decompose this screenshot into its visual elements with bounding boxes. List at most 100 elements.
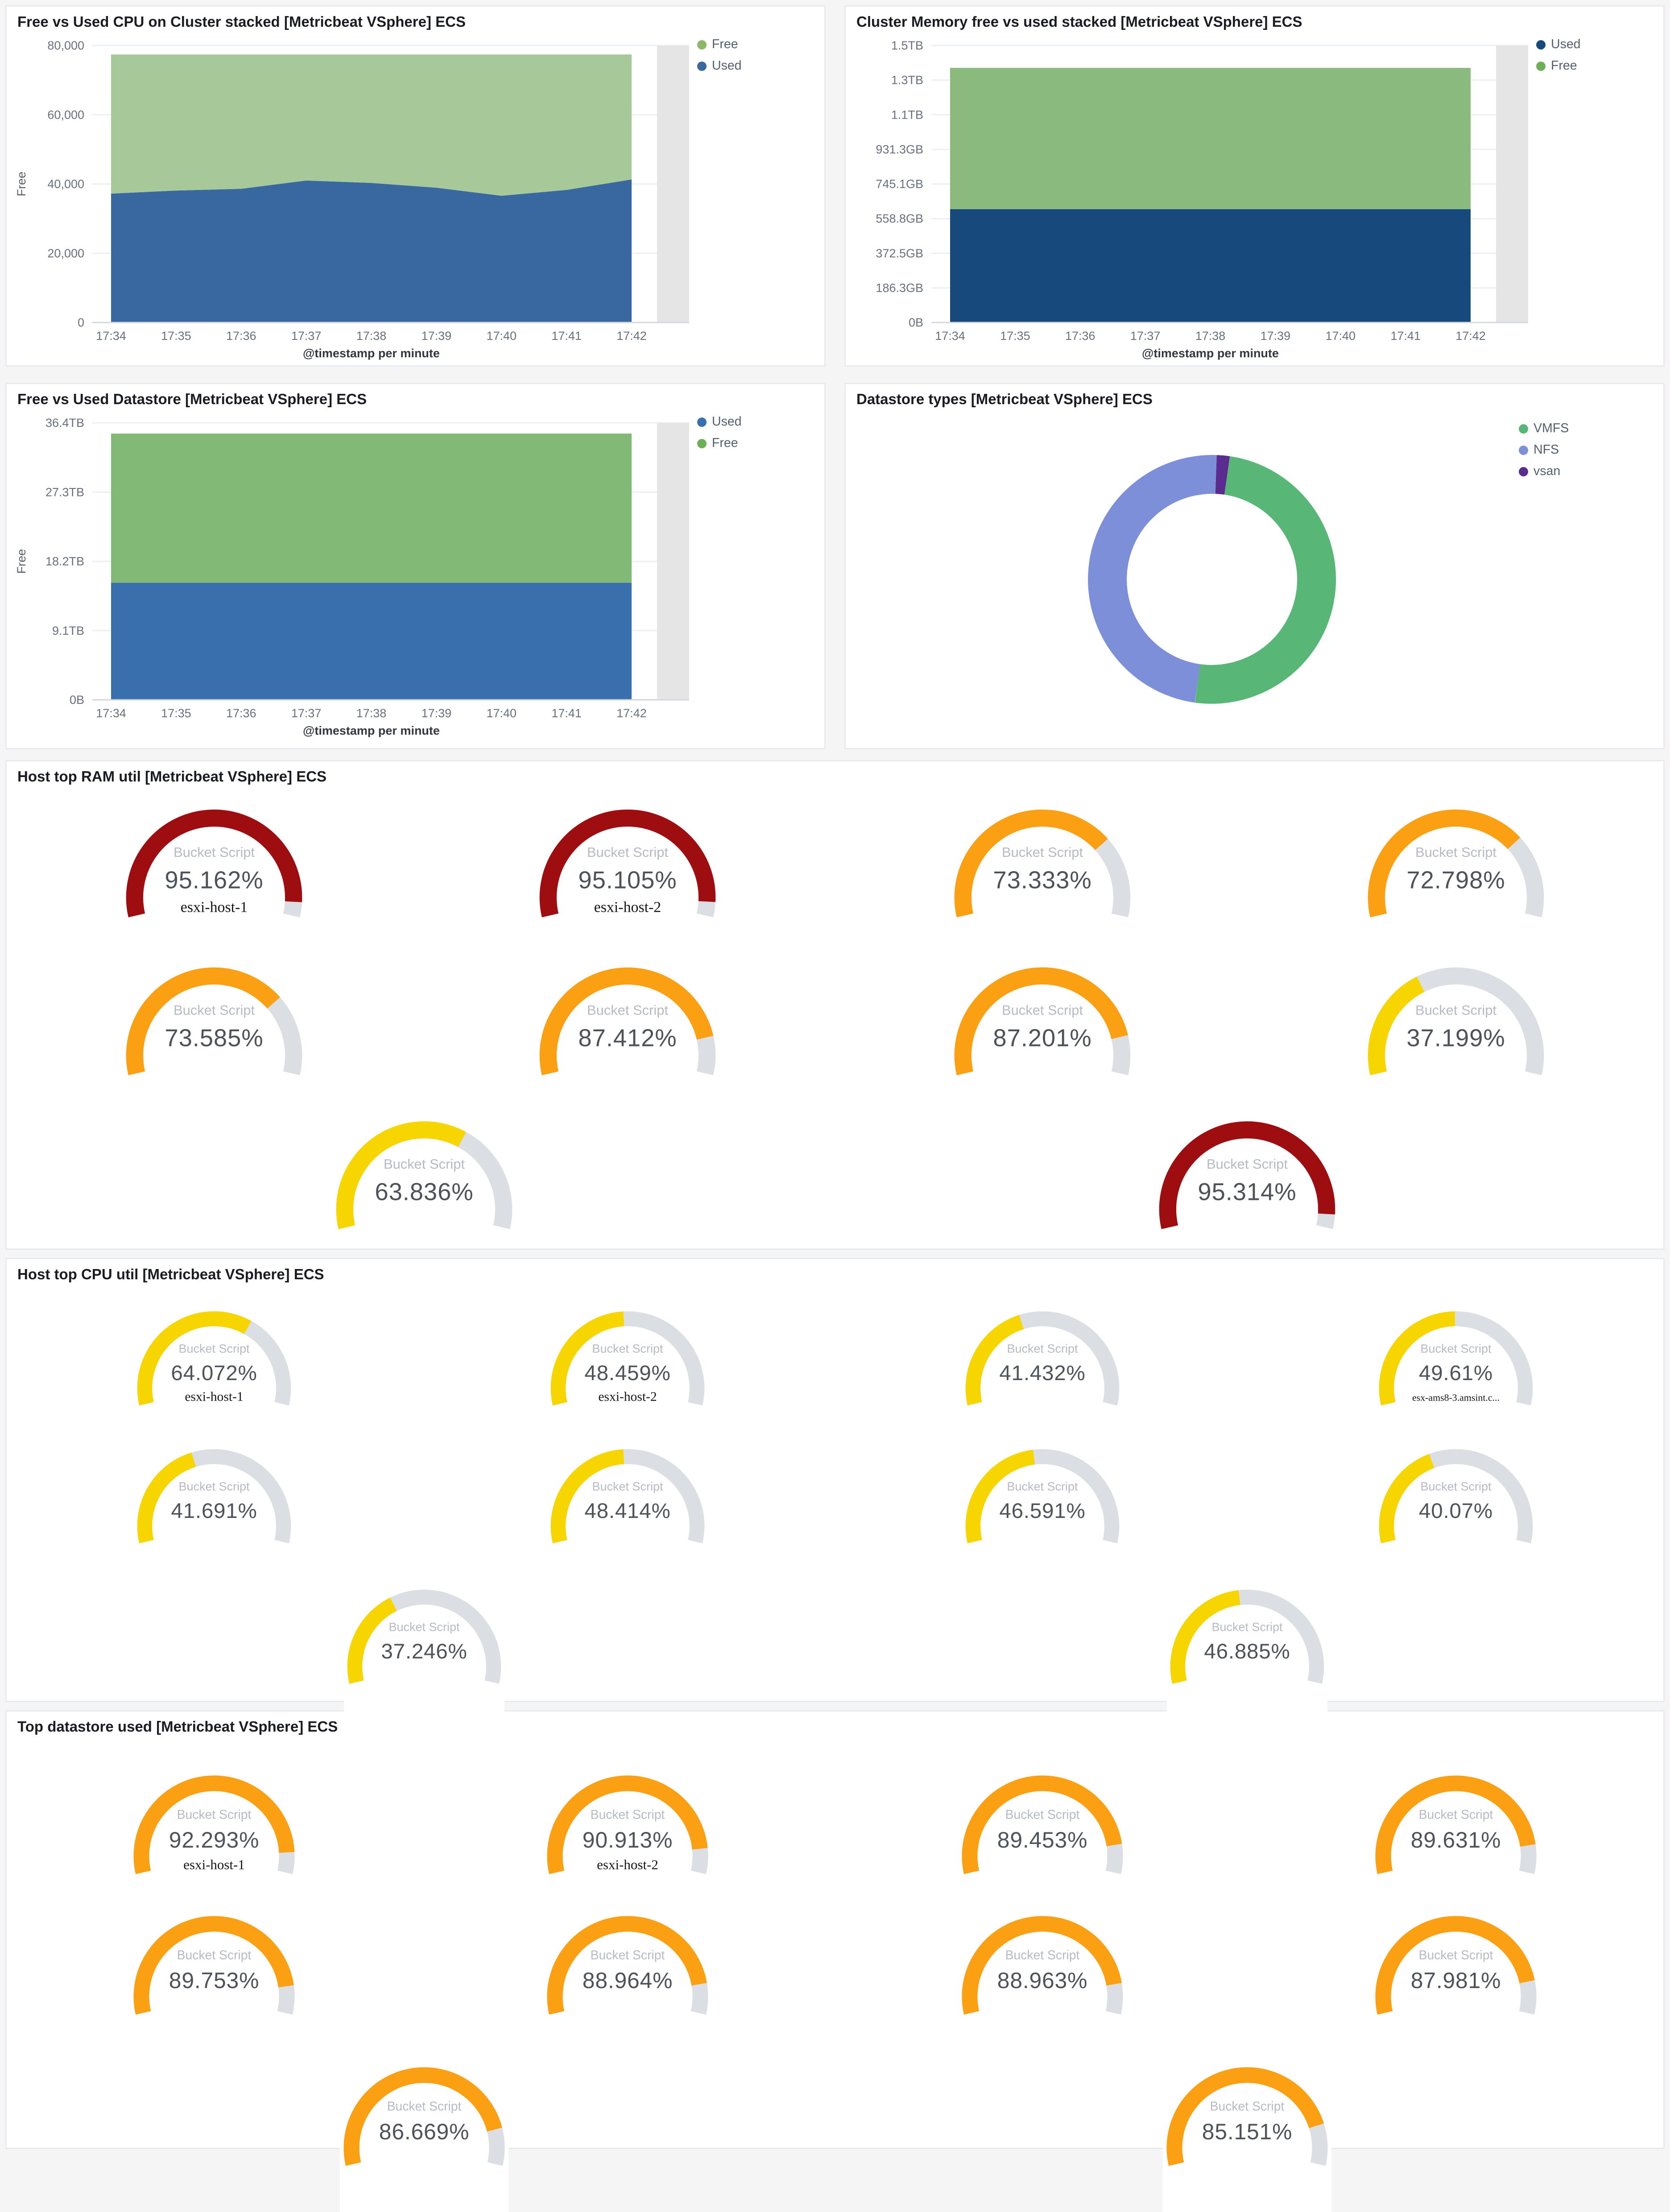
tick-text: 17:41 bbox=[1390, 329, 1421, 343]
series-Free bbox=[111, 434, 632, 583]
tick-text: 372.5GB bbox=[876, 247, 923, 260]
gauge-37.246%[interactable]: Bucket Script 37.246% bbox=[344, 1587, 504, 1712]
gauge-tile: Bucket Script 63.836% bbox=[217, 1119, 632, 1267]
legend-dot bbox=[697, 62, 707, 71]
gauge-48.414%[interactable]: Bucket Script 48.414% bbox=[548, 1447, 708, 1571]
tick-text: 17:36 bbox=[226, 707, 256, 720]
gauge-esxi-host-1[interactable]: Bucket Script 92.293% esxi-host-1 bbox=[129, 1773, 298, 1903]
panel-host-ram-util: Host top RAM util [Metricbeat VSphere] E… bbox=[5, 760, 1665, 1250]
gauge-esxi-host-2[interactable]: Bucket Script 95.105% esxi-host-2 bbox=[536, 807, 720, 949]
area-chart-cluster-memory[interactable]: 1.5TB 1.3TB 1.1TB 931.3GB 745.1GB 558.8GB 372.… bbox=[846, 7, 1666, 368]
gauge-89.631%[interactable]: Bucket Script 89.631% bbox=[1372, 1773, 1541, 1903]
gauge-esxi-host-2[interactable]: Bucket Script 90.913% esxi-host-2 bbox=[544, 1773, 712, 1903]
tick-text: 17:40 bbox=[1325, 329, 1356, 343]
area-chart-datastore[interactable]: 36.4TB 27.3TB 18.2TB 9.1TB 0B 17:34 17:35 17:36… bbox=[7, 384, 827, 751]
gauge-37.199%[interactable]: Bucket Script 37.199% bbox=[1364, 965, 1549, 1107]
gauge-86.669%[interactable]: Bucket Script 86.669% bbox=[340, 2065, 508, 2195]
gauge-tile: Bucket Script 40.07% bbox=[1249, 1447, 1664, 1578]
legend-label: Free bbox=[712, 37, 738, 52]
panel-host-cpu-util: Host top CPU util [Metricbeat VSphere] E… bbox=[5, 1258, 1665, 1740]
pie-slice-NFS[interactable] bbox=[1088, 455, 1217, 703]
legend-item-vsan[interactable]: vsan bbox=[1519, 464, 1569, 479]
chart-legend: Used Free bbox=[1536, 37, 1581, 74]
gvalue-text: 72.798% bbox=[1407, 867, 1505, 894]
tick-text: 18.2TB bbox=[45, 555, 84, 568]
gauge-grid-datastore: Bucket Script 92.293% esxi-host-1 Bucket Sc… bbox=[7, 1712, 1663, 2212]
gauge-85.151%[interactable]: Bucket Script 85.151% bbox=[1163, 2065, 1332, 2195]
gauge-fill bbox=[1376, 1775, 1536, 1874]
glabel-text: Bucket Script bbox=[177, 1947, 251, 1962]
legend-item-Free[interactable]: Free bbox=[1536, 59, 1581, 74]
legend-item-Used[interactable]: Used bbox=[697, 59, 742, 74]
gauge-tile: Bucket Script 87.981% bbox=[1249, 1914, 1664, 2050]
donut-chart-datastore-types[interactable] bbox=[846, 384, 1666, 751]
tick-text: 17:40 bbox=[486, 707, 517, 720]
gauge-row: Bucket Script 89.753% Bucket Script 88.964%… bbox=[7, 1914, 1663, 2050]
gauge-tile: Bucket Script 73.333% bbox=[835, 807, 1249, 955]
gauge-40.07%[interactable]: Bucket Script 40.07% bbox=[1376, 1447, 1537, 1571]
gauge-row: Bucket Script 73.585% Bucket Script 87.412%… bbox=[7, 965, 1663, 1113]
gauge-row: Bucket Script 92.293% esxi-host-1 Bucket Sc… bbox=[7, 1773, 1663, 1910]
gauge-fill bbox=[1368, 809, 1521, 918]
gauge-46.591%[interactable]: Bucket Script 46.591% bbox=[962, 1447, 1122, 1571]
gauge-95.314%[interactable]: Bucket Script 95.314% bbox=[1155, 1119, 1340, 1261]
gauge-88.963%[interactable]: Bucket Script 88.963% bbox=[958, 1914, 1126, 2043]
gauge-73.585%[interactable]: Bucket Script 73.585% bbox=[121, 965, 306, 1107]
gauge-esxi-host-1[interactable]: Bucket Script 64.072% esxi-host-1 bbox=[133, 1309, 294, 1433]
glabel-text: Bucket Script bbox=[1421, 1342, 1492, 1355]
gauge-fill bbox=[551, 1449, 625, 1543]
gauge-87.981%[interactable]: Bucket Script 87.981% bbox=[1372, 1914, 1541, 2043]
legend-item-NFS[interactable]: NFS bbox=[1519, 443, 1569, 458]
area-chart-cpu-cluster[interactable]: 80,000 60,000 40,000 20,000 0 17:34 17:35 17:36… bbox=[7, 7, 827, 368]
gauge-73.333%[interactable]: Bucket Script 73.333% bbox=[950, 807, 1134, 949]
legend-item-Free[interactable]: Free bbox=[697, 436, 742, 451]
series-Used bbox=[950, 209, 1471, 322]
gauge-89.753%[interactable]: Bucket Script 89.753% bbox=[129, 1914, 298, 2043]
gvalue-text: 37.246% bbox=[381, 1640, 467, 1663]
glabel-text: Bucket Script bbox=[1007, 1342, 1078, 1355]
gauge-esx-ams8-3.amsint.c...[interactable]: Bucket Script 49.61% esx-ams8-3.amsint.c..… bbox=[1376, 1309, 1537, 1433]
pie-slice-VMFS[interactable] bbox=[1195, 456, 1336, 704]
panel-title: Datastore types [Metricbeat VSphere] ECS bbox=[856, 392, 1153, 408]
gauge-fill bbox=[551, 1311, 625, 1406]
gauge-63.836%[interactable]: Bucket Script 63.836% bbox=[332, 1119, 517, 1261]
gauge-fill bbox=[547, 1916, 707, 2015]
gauge-tile: Bucket Script 49.61% esx-ams8-3.amsint.c..… bbox=[1249, 1309, 1664, 1440]
tick-text: 17:34 bbox=[96, 707, 126, 720]
glabel-text: Bucket Script bbox=[173, 1002, 254, 1018]
gauge-89.453%[interactable]: Bucket Script 89.453% bbox=[958, 1773, 1126, 1903]
tick-text: 80,000 bbox=[47, 39, 84, 52]
gvalue-text: 48.459% bbox=[585, 1361, 671, 1385]
tick-text: 17:38 bbox=[1195, 329, 1226, 343]
gauge-fill bbox=[961, 1775, 1122, 1874]
gvalue-text: 92.293% bbox=[169, 1827, 259, 1852]
tick-text: 9.1TB bbox=[52, 624, 84, 637]
gvalue-text: 88.963% bbox=[997, 1968, 1087, 1993]
gauge-fill bbox=[137, 1311, 251, 1406]
gauge-tile: Bucket Script 85.151% bbox=[1041, 2065, 1455, 2212]
gauge-41.432%[interactable]: Bucket Script 41.432% bbox=[962, 1309, 1122, 1433]
gauge-fill bbox=[133, 1916, 293, 2015]
legend-item-Free[interactable]: Free bbox=[697, 37, 742, 52]
gauge-88.964%[interactable]: Bucket Script 88.964% bbox=[544, 1914, 712, 2043]
tick-text: 17:42 bbox=[616, 329, 647, 343]
gauge-87.412%[interactable]: Bucket Script 87.412% bbox=[536, 965, 720, 1107]
gauge-fill bbox=[954, 809, 1108, 918]
gauge-41.691%[interactable]: Bucket Script 41.691% bbox=[133, 1447, 294, 1571]
gauge-87.201%[interactable]: Bucket Script 87.201% bbox=[950, 965, 1134, 1107]
tick-text: 17:39 bbox=[422, 329, 452, 343]
gvalue-text: 46.885% bbox=[1204, 1640, 1290, 1663]
tick-text: 17:39 bbox=[1261, 329, 1291, 343]
series-Free bbox=[111, 54, 632, 196]
legend-label: VMFS bbox=[1534, 422, 1569, 436]
gauge-72.798%[interactable]: Bucket Script 72.798% bbox=[1364, 807, 1549, 949]
legend-item-VMFS[interactable]: VMFS bbox=[1519, 422, 1569, 436]
legend-item-Used[interactable]: Used bbox=[697, 415, 742, 430]
gauge-46.885%[interactable]: Bucket Script 46.885% bbox=[1167, 1587, 1328, 1712]
gauge-esxi-host-1[interactable]: Bucket Script 95.162% esxi-host-1 bbox=[121, 807, 306, 949]
gauge-tile: Bucket Script 95.162% esxi-host-1 bbox=[7, 807, 421, 955]
gauge-fill bbox=[965, 1450, 1035, 1543]
glabel-text: Bucket Script bbox=[1001, 1002, 1083, 1018]
gauge-esxi-host-2[interactable]: Bucket Script 48.459% esxi-host-2 bbox=[548, 1309, 708, 1433]
legend-item-Used[interactable]: Used bbox=[1536, 37, 1581, 52]
